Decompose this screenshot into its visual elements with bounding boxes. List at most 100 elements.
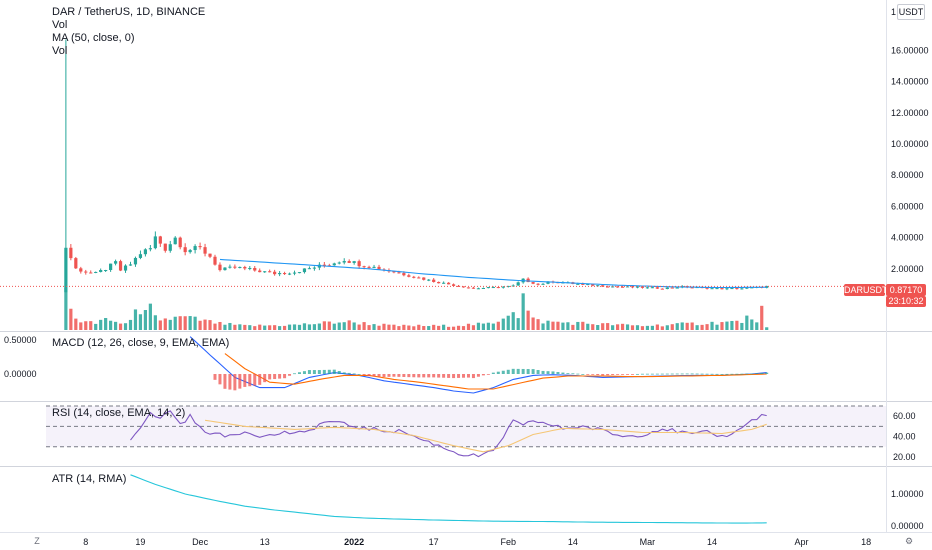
macd-histogram-bar (531, 369, 535, 374)
candle-body (516, 282, 520, 286)
candle-body (630, 286, 635, 288)
time-tick-label: 14 (707, 537, 717, 547)
macd-histogram-bar (427, 374, 431, 378)
candle-body (153, 236, 157, 249)
volume-bar (138, 314, 143, 330)
macd-histogram-bar (576, 373, 580, 375)
candle-body (536, 283, 540, 285)
candle-body (606, 286, 610, 288)
macd-histogram-bar (581, 374, 585, 375)
volume-bar (745, 315, 749, 330)
volume-bar (576, 321, 580, 330)
volume-bar (302, 323, 307, 330)
macd-histogram-bar (601, 374, 605, 376)
candle-body (163, 243, 167, 251)
gear-icon[interactable]: ⚙ (904, 536, 914, 546)
price-tick-label: 4.00000 (891, 233, 924, 243)
macd-histogram-bar (322, 369, 326, 374)
volume-bar (128, 319, 133, 330)
time-tick-label: 18 (861, 537, 871, 547)
volume-bar (392, 324, 396, 330)
candle-body (118, 261, 123, 271)
macd-histogram-bar (596, 374, 600, 376)
candle-body (611, 286, 615, 288)
symbol-title[interactable]: DAR / TetherUS, 1D, BINANCE (52, 6, 206, 18)
macd-histogram-bar (740, 373, 744, 375)
candle-body (750, 287, 754, 289)
candle-body (447, 282, 451, 285)
macd-histogram-bar (621, 374, 625, 375)
timezone-icon[interactable]: Z (34, 536, 40, 546)
atr-tick-label: 1.00000 (891, 489, 924, 499)
candle-body (109, 263, 113, 271)
rsi-legend[interactable]: RSI (14, close, EMA, 14, 2) (52, 407, 186, 419)
price-tick-label: 14.00000 (891, 77, 929, 87)
currency-button[interactable]: USDT (897, 4, 925, 20)
candle-body (576, 283, 580, 285)
volume-legend-2[interactable]: Vol (52, 45, 68, 57)
candle-body (456, 285, 461, 287)
volume-bar (521, 293, 525, 330)
candle-body (362, 266, 366, 268)
volume-bar (322, 321, 326, 330)
macd-legend[interactable]: MACD (12, 26, close, 9, EMA, EMA) (52, 337, 230, 349)
volume-bar (153, 315, 157, 330)
volume-bar (377, 325, 381, 330)
candle-body (526, 278, 530, 283)
candle-body (342, 261, 346, 263)
macd-histogram-bar (745, 373, 749, 375)
candle-body (337, 262, 341, 264)
volume-bar (680, 322, 684, 330)
macd-histogram-bar (312, 370, 316, 374)
volume-bar (491, 323, 495, 330)
volume-bar (342, 322, 346, 330)
macd-histogram-bar (362, 374, 366, 376)
volume-bar (705, 324, 709, 330)
volume-bar (258, 324, 262, 330)
volume-bar (442, 324, 446, 330)
volume-bar (432, 324, 436, 330)
macd-histogram-bar (392, 374, 396, 377)
volume-bar (466, 323, 471, 330)
candle-body (546, 281, 550, 284)
candle-body (402, 273, 406, 276)
volume-bar (158, 320, 162, 330)
macd-histogram-bar (511, 368, 515, 374)
candle-body (352, 261, 356, 263)
volume-bar (655, 324, 659, 330)
macd-histogram-bar (258, 374, 262, 385)
macd-histogram-bar (367, 374, 371, 377)
candle-body (471, 287, 476, 289)
candle-body (620, 286, 625, 288)
macd-histogram-bar (357, 374, 361, 375)
macd-histogram-bar (660, 373, 664, 375)
candle-body (173, 237, 177, 245)
volume-bar (253, 326, 257, 330)
macd-histogram-bar (437, 374, 441, 378)
macd-histogram-bar (521, 368, 525, 374)
volume-bar (427, 326, 431, 330)
atr-legend[interactable]: ATR (14, RMA) (52, 473, 127, 485)
candle-body (268, 271, 272, 273)
candle-body (655, 287, 659, 289)
candle-body (481, 287, 485, 289)
candle-body (282, 273, 287, 275)
macd-histogram-bar (690, 373, 694, 375)
volume-bar (178, 316, 182, 330)
volume-legend[interactable]: Vol (52, 19, 68, 31)
candle-body (461, 286, 466, 288)
macd-histogram-bar (635, 373, 639, 375)
volume-bar (526, 310, 530, 330)
macd-histogram-bar (486, 374, 490, 375)
macd-histogram-bar (238, 374, 242, 389)
candle-body (322, 264, 326, 266)
ma-legend[interactable]: MA (50, close, 0) (52, 32, 135, 44)
macd-histogram-bar (243, 374, 247, 387)
volume-bar (551, 321, 555, 330)
volume-bar (337, 322, 341, 330)
candle-body (615, 286, 620, 288)
macd-histogram-bar (665, 373, 669, 375)
macd-histogram-bar (750, 373, 754, 375)
macd-histogram-bar (402, 374, 406, 377)
